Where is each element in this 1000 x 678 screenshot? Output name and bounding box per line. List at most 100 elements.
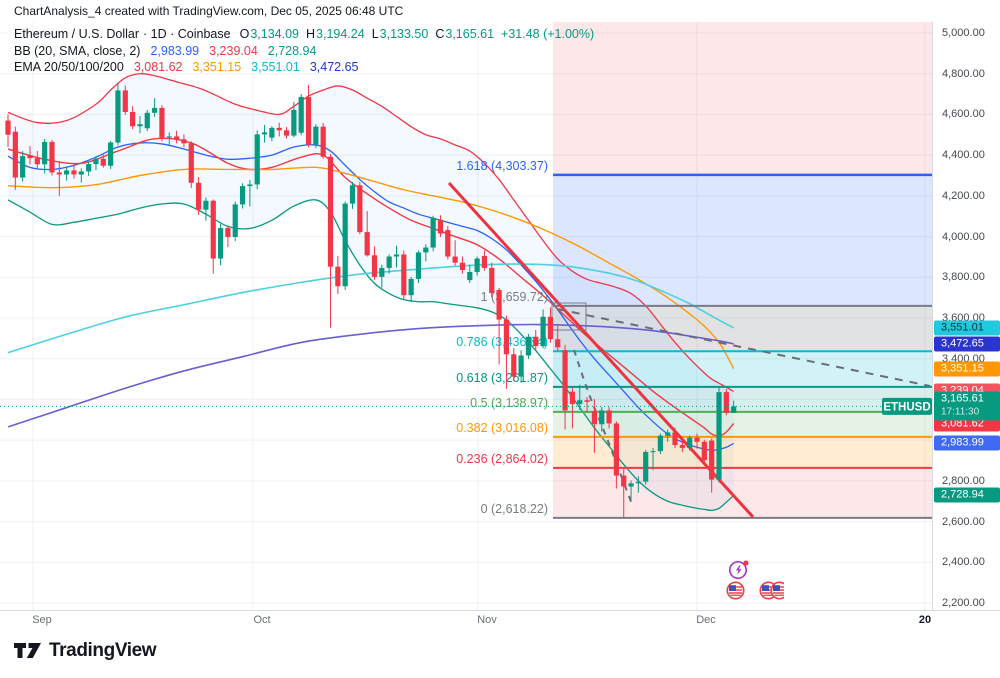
candle-body <box>452 256 458 263</box>
time-axis[interactable]: Sep Oct Nov Dec 20 <box>0 610 1000 633</box>
candle-body <box>357 185 363 233</box>
tradingview-mark-icon <box>14 643 41 658</box>
chart-legend: Ethereum / U.S. Dollar · 1D · Coinbase O3,… <box>14 26 594 76</box>
candle-body <box>269 127 275 138</box>
legend-value: 3,134.09 <box>250 27 299 41</box>
candle-body <box>606 410 612 424</box>
candle-body <box>591 411 597 425</box>
legend-value: 2,983.99 <box>150 43 200 58</box>
candle-body <box>364 232 370 256</box>
candle-body <box>5 120 11 135</box>
candle-body <box>203 200 209 210</box>
candle-body <box>34 158 40 165</box>
candle-body <box>86 164 92 172</box>
candle-body <box>599 410 605 425</box>
candle-body <box>188 143 194 183</box>
tradingview-logo[interactable]: TradingView <box>13 640 157 662</box>
symbol-tag <box>882 397 932 415</box>
legend-value: O <box>239 27 250 41</box>
legend-value: 3,194.24 <box>316 27 365 41</box>
us-flag-event-icon[interactable] <box>726 581 745 605</box>
ema-50-line <box>7 166 735 370</box>
candle-body <box>247 184 253 187</box>
candle-body <box>393 254 400 257</box>
candle-body <box>276 127 282 131</box>
legend-value: 2,728.94 <box>267 43 317 58</box>
price-badge: 3,472.65 <box>934 336 1000 352</box>
candle-body <box>701 441 707 461</box>
time-tick: Nov <box>477 614 497 626</box>
candle-body <box>459 262 466 270</box>
candle-body <box>283 130 290 136</box>
tradingview-wordmark: TradingView <box>49 640 157 661</box>
legend-symbol-row[interactable]: Ethereum / U.S. Dollar · 1D · Coinbase O3,… <box>14 26 594 43</box>
candle-body <box>93 158 99 165</box>
candle-body <box>342 203 348 287</box>
legend-value: H <box>306 27 316 41</box>
us-flag-pair-event-icon[interactable] <box>753 581 784 605</box>
candle-body <box>371 255 378 277</box>
price-tick: 3,800.00 <box>942 271 985 283</box>
trend-line <box>447 181 755 519</box>
price-tick: 2,800.00 <box>942 475 985 487</box>
price-badge: 2,728.94 <box>934 487 1000 503</box>
candle-body <box>562 350 568 411</box>
candle-body <box>291 109 297 136</box>
candle-body <box>628 483 634 487</box>
fib-label: 0.618 (3,261.87) <box>456 371 548 385</box>
candle-body <box>327 156 334 267</box>
candle-body <box>657 435 663 452</box>
price-tick: 5,000.00 <box>942 27 985 39</box>
candle-body <box>408 278 414 296</box>
candle-body <box>547 316 554 340</box>
price-tick: 4,200.00 <box>942 190 985 202</box>
legend-value: 3,351.15 <box>192 60 242 74</box>
candle-body <box>709 440 715 480</box>
candle-body <box>27 155 33 159</box>
candle-body <box>49 141 55 173</box>
candle-body <box>261 132 268 135</box>
candle-body <box>254 134 260 185</box>
ema-100-line <box>7 263 735 354</box>
candle-body <box>217 228 224 259</box>
candle-body <box>401 254 407 296</box>
current-price-badge: 3,165.61 17:11:30 <box>934 391 1000 421</box>
price-tick: 4,600.00 <box>942 108 985 120</box>
candle-body <box>349 185 356 204</box>
candle-body <box>71 170 77 175</box>
candle-body <box>569 391 576 404</box>
candle-body <box>621 475 627 487</box>
legend-value: C <box>435 27 445 41</box>
price-tick: 2,200.00 <box>942 597 985 609</box>
price-badge: 2,983.99 <box>934 435 1000 451</box>
dashed-projection-line <box>556 308 931 387</box>
candle-body <box>687 437 693 448</box>
legend-bb-row[interactable]: BB (20, SMA, close, 2) 2,983.99 3,239.04 2,… <box>14 43 594 60</box>
price-chart[interactable]: 1.618 (4,303.37)1 (3,659.72)0.786 (3,436… <box>0 0 1000 632</box>
candle-body <box>137 124 143 127</box>
snapshot-title: ChartAnalysis_4 created with TradingView… <box>14 4 404 18</box>
candle-body <box>42 141 48 165</box>
bb-upper-line <box>7 72 734 393</box>
lightning-event-icon[interactable] <box>727 558 751 587</box>
legend-value: 3,551.01 <box>251 60 300 74</box>
legend-value: BB (20, SMA, close, 2) <box>14 43 141 58</box>
candle-body <box>313 126 319 145</box>
legend-value: L <box>371 27 379 41</box>
candle-body <box>643 451 649 482</box>
price-axis[interactable]: 3,165.61 17:11:30 5,000.00 4,800.00 4,600.… <box>932 22 1000 610</box>
bb-fill <box>8 73 734 511</box>
candle-body <box>159 107 165 138</box>
legend-value: EMA 20/50/100/200 <box>14 60 124 74</box>
candle-body <box>584 400 590 402</box>
candle-body <box>533 336 539 347</box>
candle-body <box>181 139 187 144</box>
ema-20-line <box>7 137 735 437</box>
legend-ema-row[interactable]: EMA 20/50/100/200 3,081.62 3,351.15 3,551.0… <box>14 59 594 76</box>
candle-body <box>173 136 180 140</box>
time-tick: 20 <box>918 614 932 626</box>
candle-body <box>731 406 737 413</box>
time-tick: Dec <box>696 614 716 626</box>
candle-body <box>64 170 70 175</box>
candle-body <box>503 319 510 355</box>
